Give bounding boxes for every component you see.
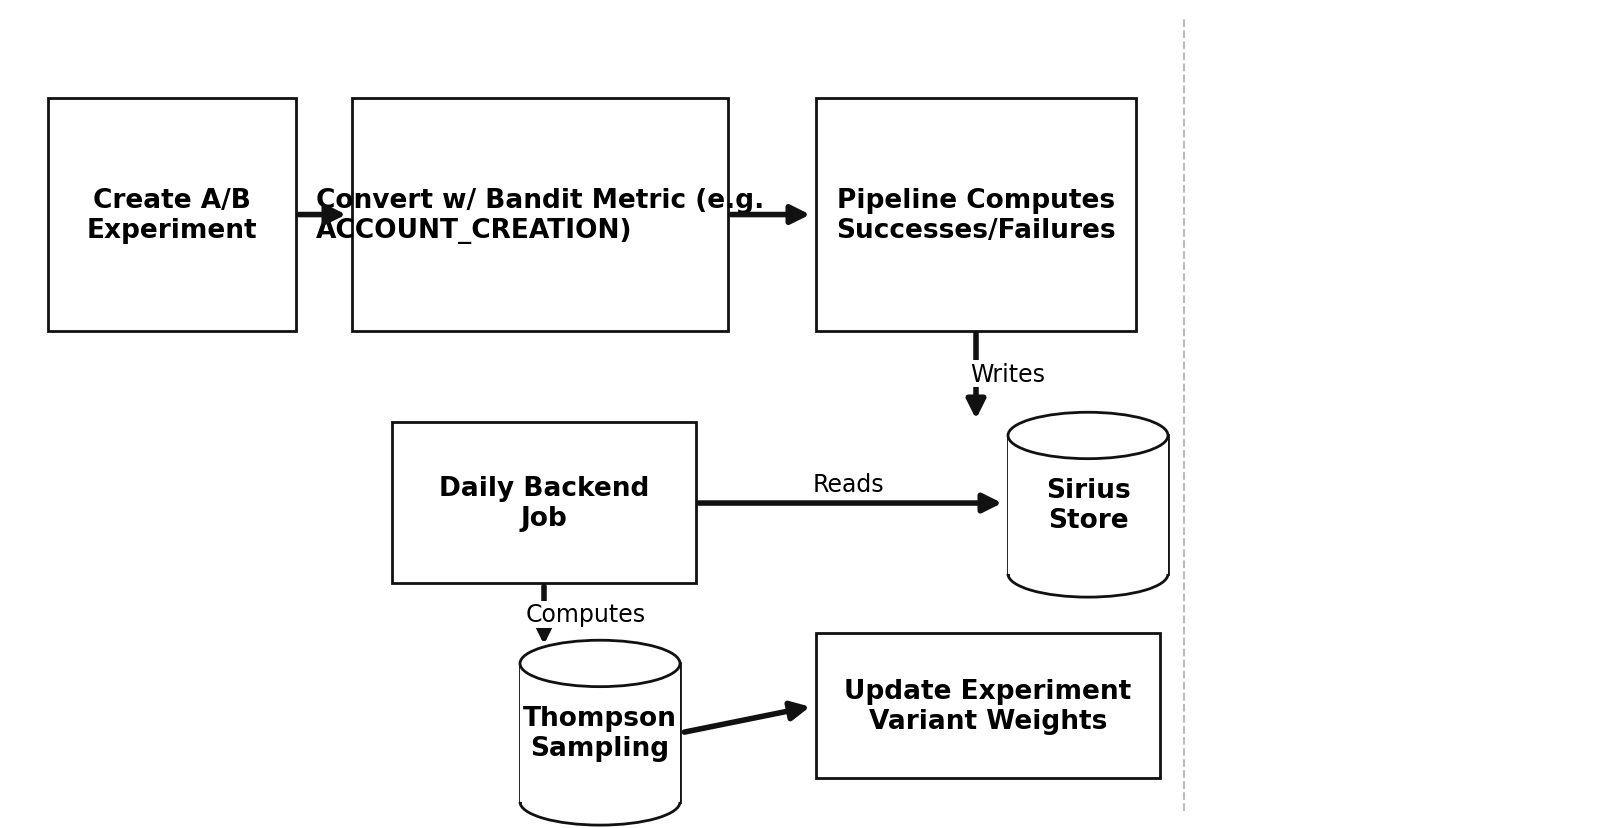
FancyBboxPatch shape — [352, 99, 728, 331]
Text: Computes: Computes — [525, 603, 646, 626]
Text: Sirius
Store: Sirius Store — [1046, 477, 1130, 533]
Ellipse shape — [520, 641, 680, 687]
FancyBboxPatch shape — [48, 99, 296, 331]
FancyBboxPatch shape — [392, 422, 696, 584]
Text: Create A/B
Experiment: Create A/B Experiment — [86, 187, 258, 243]
Text: Writes: Writes — [971, 363, 1045, 386]
FancyBboxPatch shape — [816, 633, 1160, 778]
FancyBboxPatch shape — [816, 99, 1136, 331]
Text: Thompson
Sampling: Thompson Sampling — [523, 705, 677, 761]
Text: Update Experiment
Variant Weights: Update Experiment Variant Weights — [845, 678, 1131, 734]
Bar — [1008, 436, 1168, 575]
Text: Pipeline Computes
Successes/Failures: Pipeline Computes Successes/Failures — [837, 187, 1115, 243]
Text: Convert w/ Bandit Metric (e.g.
ACCOUNT_CREATION): Convert w/ Bandit Metric (e.g. ACCOUNT_C… — [315, 187, 765, 243]
Text: Daily Backend
Job: Daily Backend Job — [438, 475, 650, 531]
Bar — [520, 664, 680, 802]
Ellipse shape — [1008, 412, 1168, 459]
Text: Reads: Reads — [813, 473, 883, 496]
